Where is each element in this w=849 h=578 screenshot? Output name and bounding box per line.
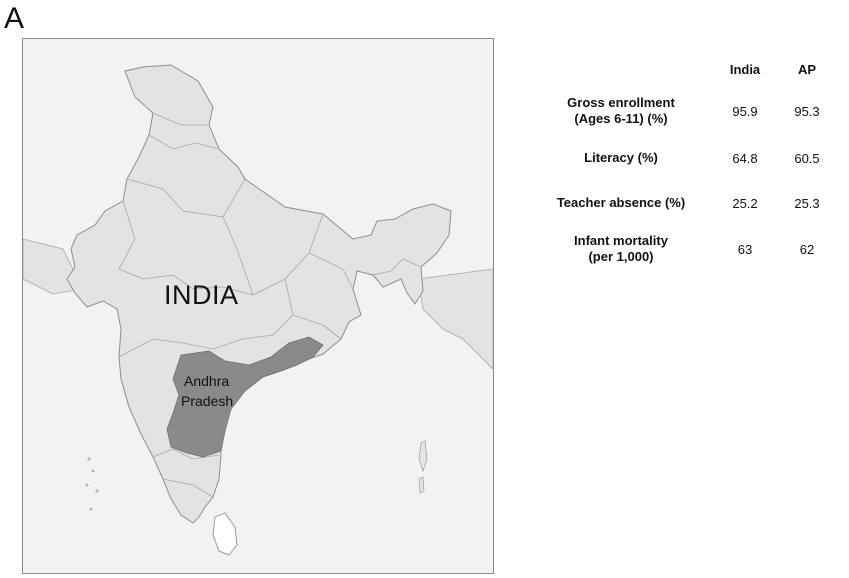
value-india: 63	[737, 241, 753, 257]
row-label-infant-mortality: Infant mortality (per 1,000)	[528, 228, 714, 270]
map-frame: INDIA Andhra Pradesh	[22, 38, 494, 574]
value-india: 95.9	[732, 103, 758, 119]
value-india: 25.2	[732, 195, 758, 211]
sri-lanka	[212, 512, 238, 556]
value-ap: 25.3	[794, 195, 820, 211]
country-label: INDIA	[164, 280, 239, 310]
value-ap: 62	[799, 241, 815, 257]
india-outline	[66, 64, 452, 524]
table-header-row: India AP	[528, 54, 838, 84]
header-label-blank	[528, 54, 714, 84]
value-india: 64.8	[732, 150, 758, 166]
row-label-line: (per 1,000)	[588, 249, 654, 264]
panel-letter: A	[4, 2, 25, 35]
header-india: India	[729, 61, 761, 77]
table-row: Gross enrollment (Ages 6-11) (%) 95.9 95…	[528, 84, 838, 138]
state-borders	[118, 112, 422, 498]
india-map	[23, 64, 493, 556]
state-label-andhra: Andhra	[184, 373, 230, 389]
value-ap: 60.5	[794, 150, 820, 166]
row-label-teacher-absence: Teacher absence (%)	[556, 195, 686, 210]
state-label-pradesh: Pradesh	[181, 393, 234, 409]
header-ap: AP	[797, 61, 817, 77]
andhra-pradesh-region	[166, 336, 324, 458]
neighbour-land-east	[417, 268, 493, 370]
row-label-gross-enrollment: Gross enrollment (Ages 6-11) (%)	[528, 84, 714, 138]
islands	[85, 440, 428, 511]
row-label-line: Gross enrollment	[567, 95, 675, 110]
row-label-line: (Ages 6-11) (%)	[574, 111, 668, 126]
row-label-line: Infant mortality	[574, 233, 668, 248]
stats-table: India AP Gross enrollment (Ages 6-11) (%…	[528, 54, 838, 270]
table-row: Literacy (%) 64.8 60.5	[528, 138, 838, 178]
value-ap: 95.3	[794, 103, 820, 119]
table-row: Infant mortality (per 1,000) 63 62	[528, 228, 838, 270]
table-row: Teacher absence (%) 25.2 25.3	[528, 178, 838, 228]
row-label-literacy: Literacy (%)	[584, 150, 658, 165]
